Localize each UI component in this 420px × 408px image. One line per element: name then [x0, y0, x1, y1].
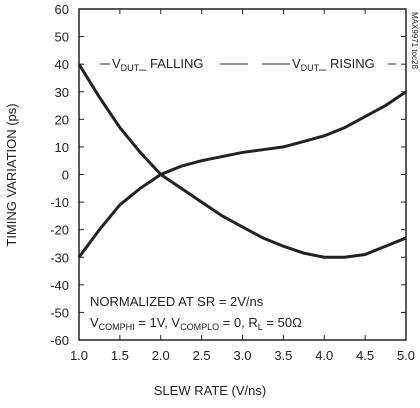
- x-axis-label: SLEW RATE (V/ns): [154, 383, 266, 398]
- note-part: = 50Ω: [263, 315, 302, 330]
- y-tick-label: 30: [55, 85, 69, 100]
- y-tick-label: 10: [55, 140, 69, 155]
- series-label: VDUT_ RISING: [292, 56, 375, 73]
- note-line: VCOMPHI = 1V, VCOMPLO = 0, RL = 50Ω: [90, 315, 302, 332]
- note-part: = 0, R: [219, 315, 258, 330]
- note-part: L: [258, 322, 263, 332]
- y-tick-label: -50: [50, 305, 69, 320]
- y-tick-label: -40: [50, 278, 69, 293]
- note-line: NORMALIZED AT SR = 2V/ns: [90, 294, 264, 309]
- figure-code: MAX9971 toc28: [410, 12, 419, 69]
- y-tick-label: 0: [62, 168, 69, 183]
- x-tick-label: 4.0: [315, 348, 333, 363]
- y-tick-label: 60: [55, 2, 69, 17]
- x-tick-label: 2.5: [193, 348, 211, 363]
- label-part: DUT: [301, 63, 320, 73]
- series-line: [77, 90, 407, 259]
- x-tick-label: 3.5: [274, 348, 292, 363]
- y-tick-label: -30: [50, 250, 69, 265]
- y-tick-label: 20: [55, 112, 69, 127]
- x-tick-label: 1.5: [111, 348, 129, 363]
- label-part: _ FALLING: [138, 56, 203, 71]
- x-tick-label: 1.0: [70, 348, 88, 363]
- note-part: = 1V, V: [135, 315, 181, 330]
- x-tick-label: 3.0: [233, 348, 251, 363]
- label-part: V: [292, 56, 301, 71]
- y-tick-label: -60: [50, 333, 69, 348]
- x-tick-label: 2.0: [152, 348, 170, 363]
- label-part: _ RISING: [318, 56, 375, 71]
- series-line: [77, 63, 407, 259]
- label-part: V: [112, 56, 121, 71]
- y-tick-label: 50: [55, 30, 69, 45]
- x-tick-label: 5.0: [397, 348, 415, 363]
- y-tick-label: -10: [50, 195, 69, 210]
- note-part: COMPLO: [180, 322, 219, 332]
- note-part: V: [90, 315, 99, 330]
- x-tick-label: 4.5: [356, 348, 374, 363]
- series-labels: VDUT_ FALLING VDUT_ RISING: [100, 56, 396, 73]
- y-axis-label: TIMING VARIATION (ps): [4, 103, 19, 246]
- series-label: VDUT_ FALLING: [112, 56, 203, 73]
- y-tick-label: -20: [50, 223, 69, 238]
- note-part: COMPHI: [99, 322, 135, 332]
- label-part: DUT: [121, 63, 140, 73]
- y-tick-label: 40: [55, 57, 69, 72]
